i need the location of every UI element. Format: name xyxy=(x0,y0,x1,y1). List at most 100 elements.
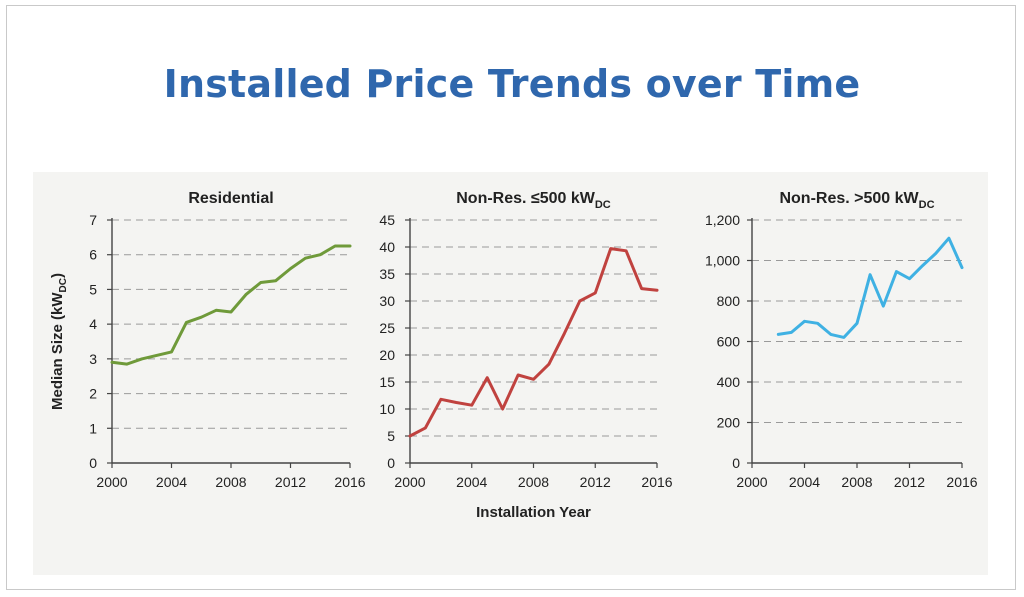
data-point xyxy=(908,277,911,280)
data-point xyxy=(790,331,793,334)
data-point xyxy=(229,310,233,314)
x-tick-label: 2012 xyxy=(580,474,611,490)
data-point xyxy=(439,398,443,401)
y-tick-label: 0 xyxy=(732,455,740,471)
y-tick-label: 40 xyxy=(379,239,395,255)
data-point xyxy=(578,299,582,303)
data-point xyxy=(563,332,566,335)
data-point xyxy=(501,407,504,411)
x-axis-label: Installation Year xyxy=(476,504,591,521)
x-tick-label: 2004 xyxy=(156,474,187,490)
data-point xyxy=(170,350,173,354)
data-point xyxy=(244,293,248,296)
panel-title-subscript: DC xyxy=(595,199,611,211)
data-point xyxy=(348,244,352,248)
x-tick-label: 2012 xyxy=(275,474,306,490)
data-point xyxy=(304,256,307,260)
data-point xyxy=(155,354,158,357)
data-point xyxy=(547,362,551,366)
y-tick-label: 800 xyxy=(717,293,741,309)
series-line xyxy=(776,236,964,339)
y-tick-label: 5 xyxy=(89,281,97,297)
y-tick-label: 1,000 xyxy=(705,253,740,269)
y-tick-label: 10 xyxy=(379,401,395,417)
y-axis-label-suffix: ) xyxy=(49,273,66,278)
data-point xyxy=(868,273,872,276)
y-tick-label: 0 xyxy=(387,455,395,471)
data-point xyxy=(803,320,806,323)
x-tick-label: 2000 xyxy=(394,474,425,490)
panel-title-text: Non-Res. >500 kW xyxy=(779,190,919,207)
data-point xyxy=(532,378,535,381)
data-point xyxy=(289,267,292,270)
data-point xyxy=(921,264,924,267)
x-tick-label: 2016 xyxy=(641,474,672,490)
y-tick-label: 35 xyxy=(379,266,395,282)
x-tick-label: 2016 xyxy=(946,474,977,490)
data-point xyxy=(485,376,489,379)
y-tick-label: 20 xyxy=(379,347,395,363)
data-point xyxy=(947,237,951,240)
data-point xyxy=(455,401,458,404)
data-point xyxy=(424,426,427,430)
y-tick-label: 15 xyxy=(379,374,395,390)
data-point xyxy=(185,321,188,324)
data-point xyxy=(140,357,143,361)
panel-title: Non-Res. >500 kWDC xyxy=(779,190,934,211)
data-point xyxy=(777,333,780,336)
x-tick-label: 2004 xyxy=(456,474,487,490)
panel-title-text: Residential xyxy=(188,190,273,207)
y-tick-label: 25 xyxy=(379,320,395,336)
y-tick-label: 5 xyxy=(387,428,395,444)
data-point xyxy=(624,249,628,252)
x-tick-label: 2008 xyxy=(518,474,549,490)
page-title: Installed Price Trends over Time xyxy=(163,62,861,106)
y-axis-label-text: Median Size (kW xyxy=(49,292,66,410)
chart-panel-2: 0 5 10 15 20 25 30 35 40 45 2000 2004 2008 2012 2016 No… xyxy=(379,190,672,521)
x-tick-label: 2000 xyxy=(96,474,127,490)
data-point xyxy=(259,281,262,284)
y-tick-label: 4 xyxy=(89,316,97,332)
chart-panel-3: 0 200 400 600 800 1,000 1,200 2000 2004 2008 2012 2… xyxy=(705,190,978,490)
y-tick-label: 600 xyxy=(717,334,741,350)
series-line xyxy=(408,247,659,438)
data-point xyxy=(110,361,114,364)
data-point xyxy=(895,270,898,273)
x-tick-label: 2008 xyxy=(841,474,872,490)
data-point xyxy=(319,253,322,256)
y-tick-label: 3 xyxy=(89,351,97,367)
data-point xyxy=(214,309,218,312)
data-point xyxy=(274,279,277,282)
data-point xyxy=(200,316,203,319)
panel-title: Non-Res. ≤500 kWDC xyxy=(456,190,611,211)
y-axis-label: Median Size (kWDC) xyxy=(49,273,69,410)
data-point xyxy=(640,287,643,290)
data-point xyxy=(855,322,859,325)
data-point xyxy=(829,333,832,336)
x-tick-label: 2000 xyxy=(736,474,767,490)
x-tick-label: 2004 xyxy=(789,474,820,490)
y-tick-label: 7 xyxy=(89,212,97,228)
y-tick-label: 400 xyxy=(717,374,741,390)
y-tick-label: 2 xyxy=(89,386,97,402)
data-point xyxy=(842,336,846,339)
y-axis-label-subscript: DC xyxy=(58,278,69,292)
y-tick-label: 1 xyxy=(89,420,97,436)
data-point xyxy=(125,362,129,366)
data-point xyxy=(470,404,473,407)
y-tick-label: 0 xyxy=(89,455,97,471)
panel-title: Residential xyxy=(188,190,273,207)
x-tick-label: 2016 xyxy=(334,474,365,490)
data-point xyxy=(816,322,819,325)
data-point xyxy=(960,266,964,269)
panel-title-subscript: DC xyxy=(919,199,935,211)
y-tick-label: 6 xyxy=(89,247,97,263)
data-point xyxy=(609,247,612,250)
series-line xyxy=(110,244,352,366)
data-point xyxy=(655,289,659,292)
y-tick-label: 45 xyxy=(379,212,395,228)
data-point xyxy=(594,291,597,295)
data-point xyxy=(882,304,885,308)
chart-panel-1: 0 1 2 3 4 5 6 7 2000 2004 2008 2012 2016 Residential M… xyxy=(49,190,366,490)
